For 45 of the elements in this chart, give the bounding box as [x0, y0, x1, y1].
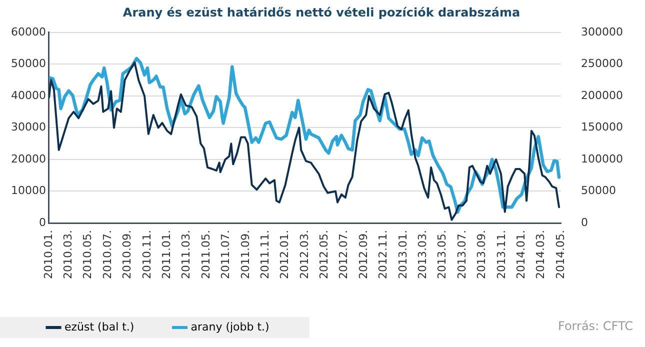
x-tick-label: 2013.01. — [396, 230, 410, 279]
x-tick-label: 2012.11. — [376, 230, 390, 279]
y2-tick-label: 300000 — [581, 25, 624, 38]
x-tick-label: 2013.11. — [494, 230, 508, 279]
x-tick-label: 2011.07. — [219, 230, 232, 279]
chart-title: Arany és ezüst határidős nettó vételi pozíciók darabszáma — [122, 5, 520, 20]
x-tick-label: 2012.01. — [278, 230, 292, 279]
x-tick-label: 2014.03. — [534, 230, 548, 279]
x-tick-label: 2011.01. — [160, 230, 174, 279]
x-tick-label: 2012.09. — [356, 230, 370, 279]
x-tick-label: 2010.03. — [62, 230, 75, 279]
x-tick-label: 2010.09. — [120, 230, 134, 279]
y-tick-label: 0 — [38, 216, 46, 229]
y-tick-label: 30000 — [10, 120, 46, 134]
x-tick-label: 2014.05. — [554, 230, 567, 279]
y2-tick-label: 100000 — [581, 152, 624, 166]
x-tick-label: 2010.05. — [81, 230, 94, 279]
text: Forrás: CFTC — [558, 319, 633, 333]
y-tick-label: 40000 — [10, 88, 46, 102]
y-tick-label: 50000 — [10, 57, 46, 70]
y2-tick-label: 250000 — [581, 57, 624, 70]
x-tick-label: 2010.11. — [140, 230, 154, 279]
y2-tick-label: 50000 — [581, 184, 616, 198]
y2-tick-label: 0 — [581, 216, 588, 229]
y2-tick-label: 200000 — [581, 88, 624, 102]
x-tick-label: 2012.07. — [337, 230, 350, 279]
legend-label: arany (jobb t.) — [190, 320, 270, 334]
legend-label: ezüst (bal t.) — [64, 320, 134, 334]
y2-tick-label: 150000 — [581, 120, 624, 134]
y-tick-label: 10000 — [10, 184, 46, 198]
x-tick-label: 2013.07. — [455, 230, 468, 279]
x-tick-label: 2010.07. — [100, 230, 114, 279]
x-tick-label: 2011.09. — [238, 230, 252, 279]
x-tick-label: 2011.11. — [258, 230, 272, 279]
x-tick-label: 2012.05. — [318, 230, 331, 279]
x-tick-label: 2010.01. — [42, 230, 55, 279]
x-tick-label: 2011.05. — [199, 230, 212, 279]
x-tick-label: 2013.05. — [436, 230, 449, 279]
x-tick-label: 2013.03. — [416, 230, 430, 279]
x-tick-label: 2012.03. — [298, 230, 311, 279]
y-tick-label: 20000 — [10, 152, 46, 166]
y-tick-label: 60000 — [10, 25, 46, 38]
x-tick-label: 2014.01. — [514, 230, 528, 279]
x-tick-label: 2011.03. — [180, 230, 193, 279]
x-tick-label: 2013.09. — [475, 230, 488, 279]
